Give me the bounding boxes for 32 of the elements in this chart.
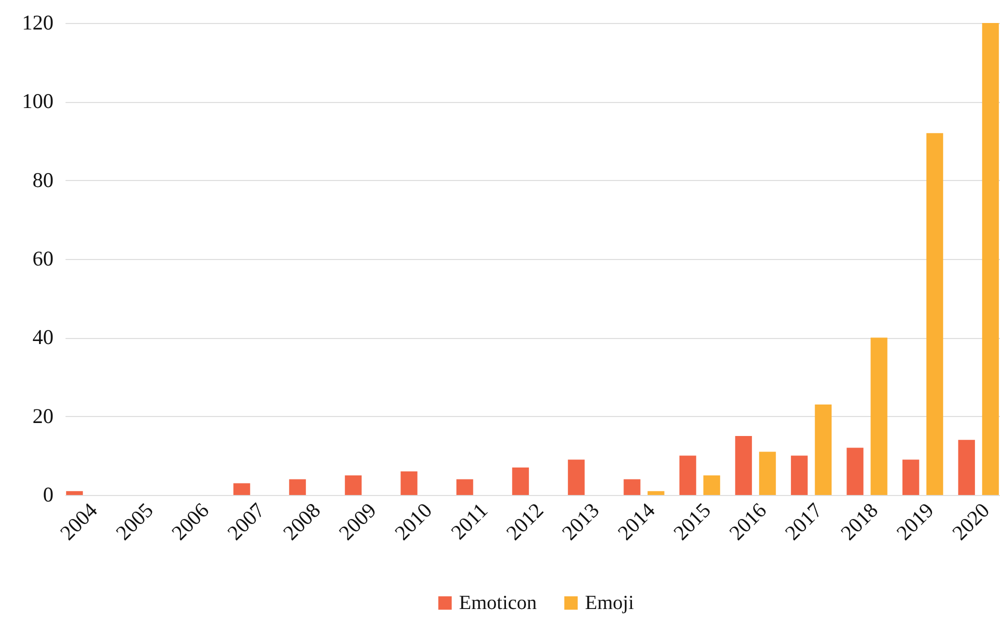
bar <box>759 452 776 495</box>
bar <box>958 440 975 495</box>
bar <box>568 460 585 495</box>
y-tick-label: 0 <box>43 482 54 506</box>
x-tick-label: 2011 <box>446 498 492 544</box>
y-tick-label: 60 <box>32 246 54 270</box>
y-tick-label: 40 <box>32 325 54 350</box>
bar <box>289 479 306 495</box>
legend-label: Emoji <box>585 592 634 614</box>
bar <box>624 479 640 495</box>
bar <box>679 456 696 495</box>
bar <box>870 338 888 495</box>
y-tick-label: 20 <box>32 404 54 428</box>
legend-label: Emoticon <box>459 592 537 614</box>
bar <box>846 448 864 495</box>
bar <box>703 475 720 495</box>
bar <box>814 404 832 495</box>
y-tick-label: 120 <box>22 10 54 34</box>
bar <box>512 467 529 495</box>
bar <box>982 23 999 495</box>
bar <box>790 456 808 495</box>
bar <box>735 436 752 495</box>
bar <box>233 483 250 495</box>
bar <box>456 479 474 495</box>
bar <box>902 460 920 495</box>
bar <box>648 491 664 495</box>
y-tick-label: 100 <box>22 89 54 114</box>
bar <box>400 471 418 495</box>
bar <box>926 133 944 495</box>
bar <box>344 475 362 495</box>
y-tick-label: 80 <box>32 168 54 192</box>
bar <box>66 491 83 495</box>
